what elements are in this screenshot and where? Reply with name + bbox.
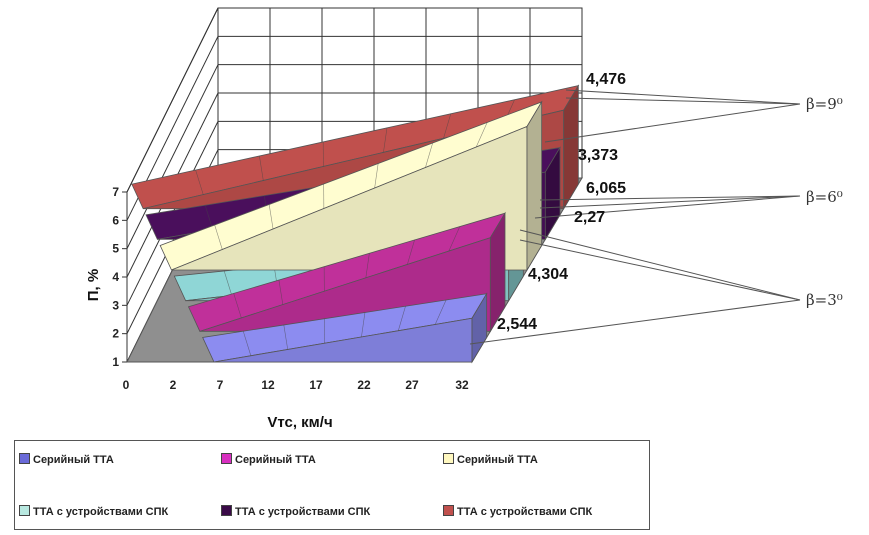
legend-label: ТТА с устройствами СПК xyxy=(235,506,371,518)
ribbon-grid-line xyxy=(365,253,370,278)
ribbon-end-face xyxy=(489,211,506,333)
annotation-line xyxy=(565,89,801,105)
ribbon-grid-line xyxy=(425,142,433,168)
y-axis-title: П, % xyxy=(85,269,102,301)
legend-swatch xyxy=(443,453,454,464)
value-labels: 4,476 3,373 6,065 2,27 4,304 2,544 xyxy=(497,71,626,333)
annotation-line xyxy=(469,299,801,345)
ribbon-grid-line xyxy=(407,239,415,265)
ribbon-grid-line xyxy=(361,312,366,338)
y-axis-ticks: 1 2 3 4 5 6 7 xyxy=(112,185,127,369)
ribbon-grid-line xyxy=(223,270,233,296)
ribbon-grid-line xyxy=(233,293,242,319)
ribbon-grid-line xyxy=(242,331,252,356)
x-tick-label: 2 xyxy=(170,378,177,392)
legend-item: Серийный ТТА xyxy=(443,453,538,466)
ribbon-end-face xyxy=(526,100,543,272)
x-tick-label: 7 xyxy=(217,378,224,392)
ribbon-grid-line xyxy=(283,324,289,350)
y-tick-label: 1 xyxy=(112,355,119,369)
ribbon-grid-line xyxy=(443,113,452,139)
legend-swatch xyxy=(19,505,30,516)
legend-label: ТТА с устройствами СПК xyxy=(457,506,593,518)
x-axis-title: Vтс, км/ч xyxy=(267,414,332,431)
ribbon-grid-line xyxy=(383,127,388,153)
value-label: 6,065 xyxy=(586,180,626,197)
series-ribbons xyxy=(131,84,580,364)
legend-swatch xyxy=(221,505,232,516)
legend-label: ТТА с устройствами СПК xyxy=(33,506,169,518)
beta-annotation: β=9⁰ xyxy=(806,95,843,113)
ribbon-grid-line xyxy=(448,226,461,252)
legend-item: Серийный ТТА xyxy=(221,453,316,466)
ribbon-grid-line xyxy=(278,280,284,305)
value-label: 2,544 xyxy=(497,316,537,333)
y-tick-label: 7 xyxy=(112,185,119,199)
x-tick-label: 22 xyxy=(357,378,371,392)
ribbon-grid-line xyxy=(397,306,406,331)
annotation-line xyxy=(519,229,801,301)
ribbon-grid-line xyxy=(214,224,223,250)
ribbon-end-face xyxy=(471,292,488,364)
legend-item: ТТА с устройствами СПК xyxy=(221,505,370,518)
annotation-lines xyxy=(469,89,801,345)
beta-annotation: β=3⁰ xyxy=(806,291,843,309)
annotation-line xyxy=(539,195,801,209)
legend-swatch xyxy=(443,505,454,516)
x-tick-label: 32 xyxy=(455,378,469,392)
x-tick-label: 12 xyxy=(261,378,275,392)
series-ribbon xyxy=(202,292,488,364)
y-tick-label: 4 xyxy=(112,270,119,284)
annotation-line xyxy=(544,103,801,143)
legend-label: Серийный ТТА xyxy=(235,454,316,466)
beta-annotations: β=9⁰ β=6⁰ β=3⁰ xyxy=(806,95,843,309)
legend-swatch xyxy=(19,453,30,464)
side-grid-line xyxy=(126,64,219,249)
annotation-line xyxy=(534,195,801,219)
value-label: 4,304 xyxy=(528,266,568,283)
y-tick-label: 3 xyxy=(112,298,119,312)
legend-label: Серийный ТТА xyxy=(457,454,538,466)
side-grid-line xyxy=(126,7,219,193)
legend-item: ТТА с устройствами СПК xyxy=(19,505,168,518)
value-label: 4,476 xyxy=(586,71,626,88)
ribbon-grid-line xyxy=(374,163,379,189)
ribbon-grid-line xyxy=(475,122,488,148)
y-tick-label: 5 xyxy=(112,242,119,256)
legend-swatch xyxy=(221,453,232,464)
value-label: 2,27 xyxy=(574,209,605,226)
annotation-line xyxy=(519,239,801,301)
legend-item: ТТА с устройствами СПК xyxy=(443,505,592,518)
ribbon-grid-line xyxy=(259,155,264,181)
ribbon-grid-line xyxy=(268,204,274,230)
legend-label: Серийный ТТА xyxy=(33,454,114,466)
ribbon-grid-line xyxy=(195,169,204,195)
ribbon-grid-line xyxy=(434,299,447,325)
x-tick-label: 17 xyxy=(309,378,323,392)
x-tick-label: 27 xyxy=(405,378,419,392)
x-axis-ticks: 0 2 7 12 17 22 27 32 xyxy=(123,378,469,392)
y-tick-label: 2 xyxy=(112,327,119,341)
value-label: 3,373 xyxy=(578,147,618,164)
y-tick-label: 6 xyxy=(112,213,119,227)
ribbon-end-face xyxy=(563,84,579,211)
legend-item: Серийный ТТА xyxy=(19,453,114,466)
x-tick-label: 0 xyxy=(123,378,130,392)
annotation-line xyxy=(565,97,801,105)
beta-annotation: β=6⁰ xyxy=(806,188,843,206)
legend: Серийный ТТА Серийный ТТА Серийный ТТА ТТА … xyxy=(14,440,650,530)
ribbon-grid-line xyxy=(204,205,214,230)
annotation-line xyxy=(539,195,801,201)
